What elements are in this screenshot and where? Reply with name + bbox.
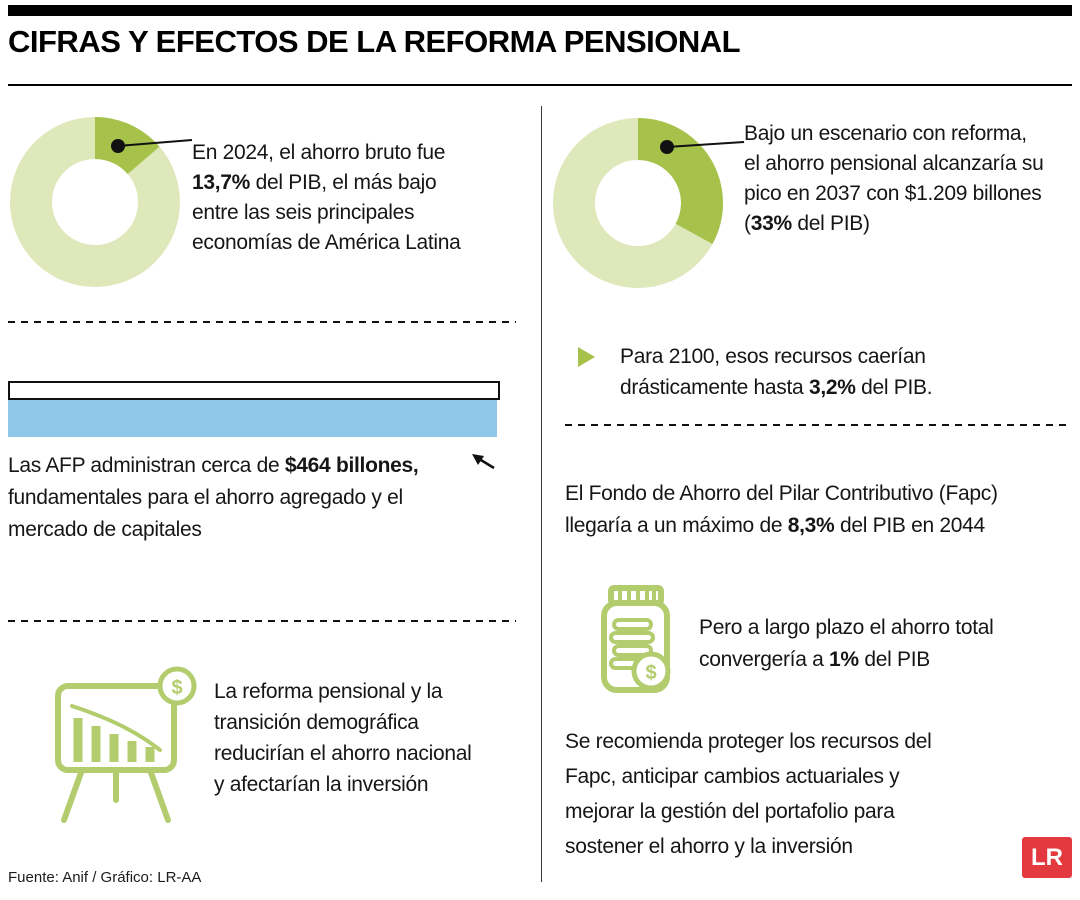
donut-highlight-segment [10, 117, 180, 287]
stat-recomendacion: Se recomienda proteger los recursos del … [565, 730, 932, 858]
stat-afp-billones: Las AFP administran cerca de $464 billon… [8, 454, 419, 541]
callout-dot [111, 139, 125, 153]
declining-bars [73, 718, 155, 762]
donut-chart-ahorro-bruto [10, 117, 193, 287]
stat-2100-caida: Para 2100, esos recursos caerían drástic… [620, 345, 933, 399]
declining-curve [70, 704, 162, 752]
coin-stack [609, 631, 655, 644]
dollar-glyph: $ [645, 662, 656, 684]
dollar-glyph: $ [171, 677, 182, 699]
donut-chart-pico-pensional [553, 118, 745, 288]
play-triangle-bullet-icon [578, 347, 595, 367]
stat-escenario-reforma: Bajo un escenario con reforma, el ahorro… [744, 122, 1044, 235]
declining-chart-easel-icon: $ [55, 666, 197, 823]
dashed-divider [8, 620, 516, 622]
callout-dot [660, 140, 674, 154]
page-title: CIFRAS Y EFECTOS DE LA REFORMA PENSIONAL [8, 24, 741, 59]
bar-chart-frame [8, 381, 500, 400]
stat-reforma-transicion: La reforma pensional y la transición dem… [214, 680, 472, 796]
dashed-divider [8, 321, 516, 323]
jar-body [601, 600, 670, 693]
coin-stack [612, 618, 653, 631]
callout-line [666, 141, 745, 148]
donut-highlight-segment [553, 118, 723, 288]
title-underline [8, 84, 1072, 86]
source-credit: Fuente: Anif / Gráfico: LR-AA [8, 869, 202, 886]
stat-ahorro-bruto-2024: En 2024, el ahorro bruto fue 13,7% del P… [192, 141, 461, 254]
dollar-coin-icon [631, 651, 671, 691]
dashed-divider [565, 424, 1072, 426]
jar-lid-ridges [618, 587, 656, 604]
bar-afp-assets [8, 400, 497, 437]
stat-fapc-maximo: El Fondo de Ahorro del Pilar Contributiv… [565, 482, 998, 537]
callout-line [117, 139, 193, 147]
stat-largo-plazo: Pero a largo plazo el ahorro total conve… [699, 616, 994, 671]
lr-logo: LR [1022, 837, 1072, 878]
arrow-to-bar-icon [472, 454, 495, 470]
savings-jar-icon: $ [601, 585, 671, 693]
column-divider [541, 106, 542, 882]
easel-legs [61, 767, 171, 823]
top-rule-bar [8, 5, 1072, 16]
coin-stack [612, 644, 653, 657]
dollar-coin-icon [157, 666, 197, 706]
